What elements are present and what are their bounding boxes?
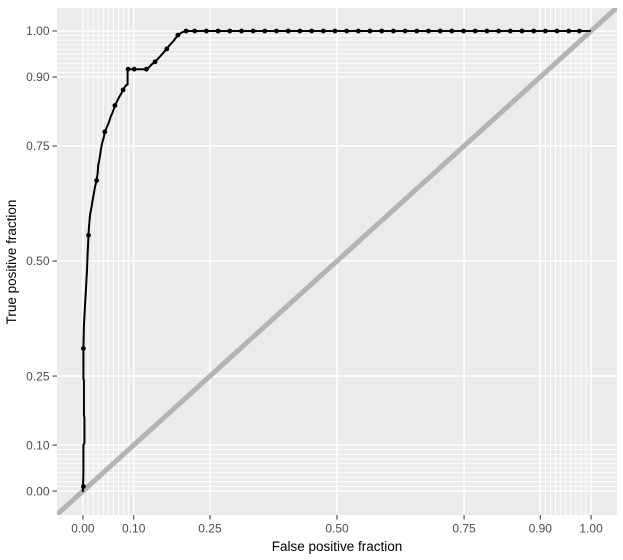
y-tick-label: 0.90 [26, 70, 50, 84]
x-tick-label: 0.00 [71, 522, 95, 536]
x-tick-label: 0.90 [529, 522, 553, 536]
x-tick-label: 0.10 [122, 522, 146, 536]
x-axis-title: False positive fraction [272, 539, 403, 554]
x-axis-ticks [82, 515, 592, 520]
y-axis-tick-labels: 0.00 0.10 0.25 0.50 0.75 0.90 1.00 [26, 24, 50, 498]
y-tick-label: 0.00 [26, 484, 50, 498]
x-tick-label: 1.00 [579, 522, 603, 536]
y-tick-label: 0.50 [26, 254, 50, 268]
x-tick-label: 0.25 [198, 522, 222, 536]
chance-diagonal-line [57, 8, 617, 515]
y-axis-title: True positive fraction [4, 200, 19, 325]
x-tick-label: 0.75 [452, 522, 476, 536]
roc-curve-line [81, 30, 592, 493]
roc-cutoff-points [81, 28, 582, 489]
y-axis-ticks [52, 30, 57, 492]
y-tick-label: 0.75 [26, 139, 50, 153]
x-tick-label: 0.50 [325, 522, 349, 536]
x-axis-tick-labels: 0.00 0.10 0.25 0.50 0.75 0.90 1.00 [71, 522, 603, 536]
y-tick-label: 1.00 [26, 24, 50, 38]
y-tick-label: 0.25 [26, 369, 50, 383]
y-tick-label: 0.10 [26, 438, 50, 452]
